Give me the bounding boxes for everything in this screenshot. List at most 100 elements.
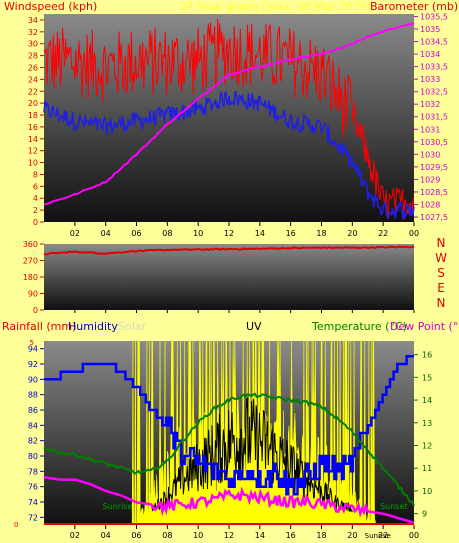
x-tick-label: 08 bbox=[162, 229, 172, 238]
right-tick-label: 1030 bbox=[420, 150, 440, 159]
left-tick-label: 34 bbox=[28, 16, 38, 25]
temperature-tick-label: 16 bbox=[422, 351, 432, 360]
x-tick-label: 00 bbox=[409, 229, 419, 238]
x-tick-label: 04 bbox=[101, 531, 111, 540]
sunrise-x-label: Sunrise bbox=[365, 532, 391, 540]
left-tick-label: 20 bbox=[28, 99, 38, 108]
compass-e: E bbox=[437, 281, 445, 295]
compass-labels: N W S E N bbox=[434, 236, 448, 311]
compass-s: S bbox=[437, 266, 445, 280]
right-tick-label: 1028 bbox=[420, 200, 440, 209]
rainfall-tick-label: 0 bbox=[14, 521, 18, 529]
right-tick-label: 1033 bbox=[420, 75, 440, 84]
humidity-tick-label: 84 bbox=[28, 421, 38, 430]
x-tick-label: 06 bbox=[131, 531, 141, 540]
x-tick-label: 14 bbox=[255, 531, 265, 540]
x-tick-label: 12 bbox=[224, 229, 234, 238]
left-tick-label: 0 bbox=[33, 218, 38, 227]
left-tick-label: 22 bbox=[28, 87, 38, 96]
humidity-tick-label: 74 bbox=[28, 498, 38, 507]
x-tick-label: 08 bbox=[162, 531, 172, 540]
temperature-axis-title: Temperature (°C) bbox=[312, 320, 407, 333]
left-tick-label: 24 bbox=[28, 75, 38, 84]
direction-tick-label: 180 bbox=[23, 273, 38, 282]
temperature-series bbox=[43, 392, 415, 507]
x-tick-label: 18 bbox=[316, 531, 326, 540]
temperature-tick-label: 14 bbox=[422, 396, 432, 405]
x-tick-label: 00 bbox=[409, 531, 419, 540]
left-tick-label: 32 bbox=[28, 28, 38, 37]
windspeed-axis-title: Windspeed (kph) bbox=[4, 0, 98, 13]
right-tick-label: 1031,5 bbox=[420, 113, 448, 122]
left-tick-label: 14 bbox=[28, 135, 38, 144]
compass-n-top: N bbox=[436, 236, 446, 250]
x-tick-label: 06 bbox=[131, 229, 141, 238]
barometer-series bbox=[43, 22, 415, 206]
humidity-tick-label: 88 bbox=[28, 391, 38, 400]
dewpoint-series bbox=[43, 476, 415, 524]
wind-direction-series bbox=[44, 245, 415, 256]
wind-direction-chart: 0 90 180 270 360 bbox=[23, 240, 415, 315]
direction-tick-label: 0 bbox=[33, 306, 38, 315]
barometer-axis-title: Barometer (mb) bbox=[370, 0, 459, 13]
x-tick-label: 20 bbox=[347, 229, 357, 238]
right-tick-label: 1035 bbox=[420, 25, 440, 34]
left-tick-label: 28 bbox=[28, 52, 38, 61]
x-tick-label: 12 bbox=[224, 531, 234, 540]
right-tick-label: 1027,5 bbox=[420, 213, 448, 222]
x-tick-label: 02 bbox=[70, 531, 80, 540]
left-tick-label: 8 bbox=[33, 170, 38, 179]
x-tick-label: 16 bbox=[286, 229, 296, 238]
left-tick-label: 6 bbox=[33, 182, 38, 191]
dewpoint-axis-title: Dew Point (°C) bbox=[390, 320, 459, 333]
sunset-marker-label: Sunset bbox=[380, 502, 407, 511]
x-tick-label: 22 bbox=[378, 229, 388, 238]
x-tick-label: 02 bbox=[70, 229, 80, 238]
left-tick-label: 4 bbox=[33, 194, 38, 203]
humidity-tick-label: 72 bbox=[28, 513, 38, 522]
right-tick-label: 1035,5 bbox=[420, 13, 448, 22]
graph-title: 24 hour graph (max. 08 Mar 2019) bbox=[180, 0, 372, 13]
x-tick-label: 10 bbox=[193, 229, 203, 238]
humidity-temperature-chart: 72 74 76 78 80 82 84 86 88 90 92 945 0 9 10 11 12 13 14 15 1… bbox=[14, 339, 432, 540]
left-tick-label: 16 bbox=[28, 123, 38, 132]
humidity-axis-title: Humidity bbox=[68, 320, 118, 333]
wind-barometer-chart: 02 4 6 8 10 12 14 16 18 20 22 24 26 28 30 32 34 1027,5 102… bbox=[28, 13, 448, 238]
windspeed-gust-series bbox=[43, 18, 415, 220]
compass-w: W bbox=[435, 251, 447, 265]
x-tick-label: 22 bbox=[378, 531, 388, 540]
left-tick-label: 30 bbox=[28, 40, 38, 49]
right-tick-label: 1032 bbox=[420, 100, 440, 109]
direction-tick-label: 90 bbox=[28, 290, 38, 299]
right-tick-label: 1029 bbox=[420, 175, 440, 184]
x-tick-label: 10 bbox=[193, 531, 203, 540]
humidity-tick-label: 92 bbox=[28, 360, 38, 369]
left-tick-label: 12 bbox=[28, 147, 38, 156]
right-tick-label: 1034 bbox=[420, 50, 440, 59]
direction-tick-label: 270 bbox=[23, 257, 38, 266]
compass-n-bottom: N bbox=[436, 296, 446, 310]
rainfall-tick-label: 5 bbox=[30, 339, 34, 347]
right-tick-label: 1033,5 bbox=[420, 63, 448, 72]
temperature-tick-label: 13 bbox=[422, 419, 432, 428]
x-tick-label: 18 bbox=[316, 229, 326, 238]
direction-tick-label: 360 bbox=[23, 240, 38, 249]
windspeed-average-series bbox=[43, 90, 415, 219]
humidity-tick-label: 90 bbox=[28, 375, 38, 384]
temperature-tick-label: 9 bbox=[422, 510, 427, 519]
humidity-tick-label: 94 bbox=[28, 345, 38, 354]
temperature-tick-label: 12 bbox=[422, 441, 432, 450]
rainfall-axis-title: Rainfall (mm) bbox=[2, 320, 77, 333]
humidity-tick-label: 76 bbox=[28, 483, 38, 492]
x-tick-label: 04 bbox=[101, 229, 111, 238]
sunrise-marker-label: Sunrise bbox=[103, 502, 133, 511]
x-tick-label: 14 bbox=[255, 229, 265, 238]
uv-axis-title: UV bbox=[246, 320, 262, 333]
humidity-tick-label: 78 bbox=[28, 467, 38, 476]
humidity-tick-label: 82 bbox=[28, 437, 38, 446]
solar-axis-title: Solar bbox=[118, 320, 147, 333]
temperature-tick-label: 15 bbox=[422, 373, 432, 382]
humidity-tick-label: 86 bbox=[28, 406, 38, 415]
left-tick-label: 26 bbox=[28, 63, 38, 72]
